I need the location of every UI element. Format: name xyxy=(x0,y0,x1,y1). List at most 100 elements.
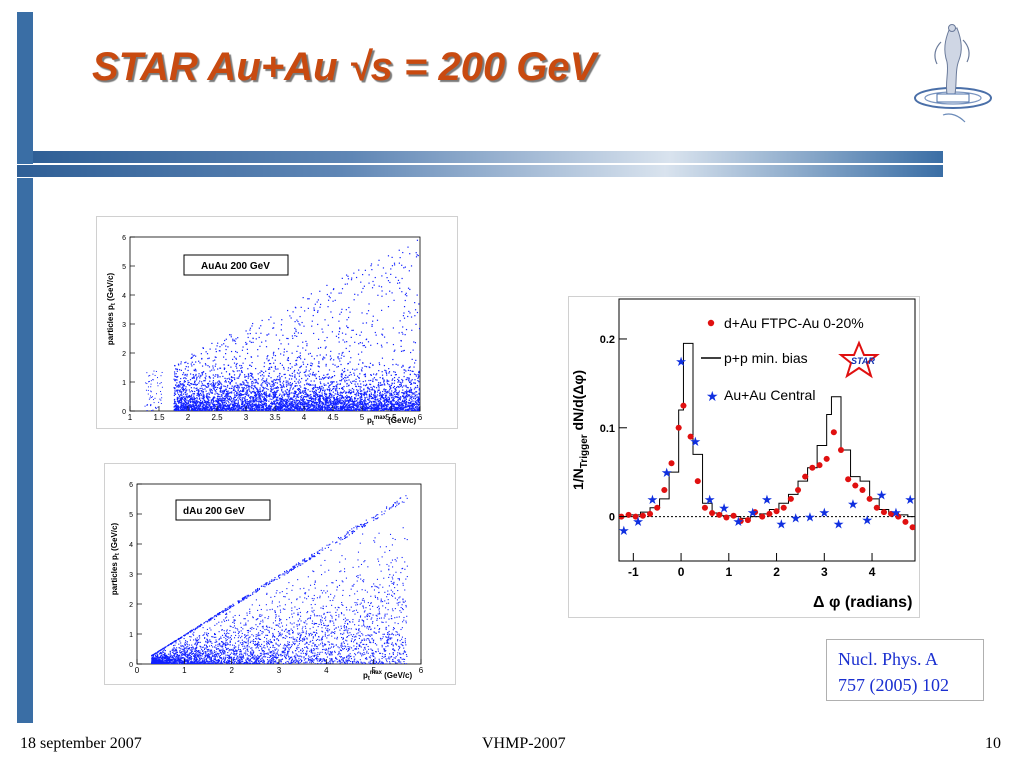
auau-point xyxy=(248,387,250,389)
auau-point xyxy=(375,379,377,381)
auau-point xyxy=(363,384,365,386)
auau-point xyxy=(254,403,256,406)
auau-point xyxy=(311,320,313,322)
auau-point xyxy=(297,399,299,401)
auau-point xyxy=(287,407,290,410)
auau-point xyxy=(379,384,381,387)
auau-point xyxy=(215,404,217,406)
auau-point xyxy=(370,404,372,406)
auau-point xyxy=(343,367,346,370)
auau-point xyxy=(250,399,252,402)
auau-point xyxy=(236,384,238,386)
auau-point xyxy=(214,375,216,377)
auau-point xyxy=(245,394,247,396)
auau-point xyxy=(368,274,370,276)
auau-point xyxy=(355,378,357,380)
auau-point xyxy=(323,384,326,387)
auau-point xyxy=(364,399,366,402)
auau-point xyxy=(203,394,205,396)
auau-point xyxy=(302,341,304,343)
auau-point xyxy=(271,398,273,401)
auau-point xyxy=(312,371,314,374)
auau-point xyxy=(307,363,309,366)
auau-point xyxy=(229,383,231,385)
auau-point xyxy=(237,403,239,406)
auau-point xyxy=(242,389,245,391)
auau-point xyxy=(345,347,347,350)
auau-point xyxy=(302,297,304,299)
auau-point xyxy=(405,404,407,406)
auau-point xyxy=(274,405,276,407)
auau-point xyxy=(201,372,204,374)
auau-point xyxy=(411,405,413,408)
auau-point xyxy=(328,392,331,395)
auau-point xyxy=(206,400,208,403)
auau-point xyxy=(323,383,325,385)
auau-point xyxy=(297,388,300,390)
auau-point xyxy=(353,299,355,301)
auau-point xyxy=(272,380,274,382)
auau-point xyxy=(270,410,272,411)
auau-point xyxy=(371,397,374,399)
auau-point xyxy=(414,342,417,344)
auau-point xyxy=(230,336,232,338)
auau-point xyxy=(397,410,399,411)
auau-point xyxy=(409,405,411,407)
auau-point xyxy=(248,374,250,376)
auau-point xyxy=(321,395,323,397)
auau-point xyxy=(233,410,235,411)
auau-point xyxy=(304,389,306,392)
auau-point xyxy=(302,402,304,404)
auau-point xyxy=(210,408,212,410)
auau-point xyxy=(176,382,178,384)
auau-point xyxy=(268,409,270,411)
auau-point xyxy=(235,410,238,411)
auau-point xyxy=(300,403,302,405)
auau-point xyxy=(313,408,315,410)
auau-point xyxy=(291,410,293,411)
auau-point xyxy=(251,408,253,410)
auau-point xyxy=(219,382,221,384)
auau-point xyxy=(266,383,268,385)
auau-point xyxy=(298,373,300,375)
auau-point xyxy=(181,409,183,411)
auau-point xyxy=(344,399,347,401)
auau-point xyxy=(387,400,389,403)
auau-point xyxy=(206,394,208,396)
auau-point xyxy=(183,385,185,387)
auau-point xyxy=(190,363,192,365)
auau-point xyxy=(398,397,401,399)
auau-point xyxy=(350,357,352,359)
auau-point xyxy=(318,400,320,402)
auau-point xyxy=(181,384,183,386)
auau-point xyxy=(392,404,394,406)
auau-point xyxy=(305,403,308,405)
auau-point xyxy=(410,388,413,391)
auau-point xyxy=(346,391,348,393)
auau-point xyxy=(338,400,340,402)
auau-point xyxy=(376,391,379,393)
auau-point xyxy=(325,398,327,401)
auau-point xyxy=(269,407,272,410)
auau-point xyxy=(242,405,244,407)
auau-point xyxy=(247,377,249,379)
auau-point xyxy=(263,408,265,410)
auau-point xyxy=(402,400,404,403)
auau-point xyxy=(329,392,331,394)
auau-point xyxy=(335,405,337,407)
auau-point xyxy=(254,386,256,388)
auau-point xyxy=(269,407,271,410)
auau-point xyxy=(204,407,207,410)
auau-point xyxy=(238,408,240,410)
auau-point xyxy=(242,410,244,411)
auau-point xyxy=(375,410,377,411)
auau-point xyxy=(183,389,185,391)
auau-point xyxy=(324,357,326,359)
auau-point xyxy=(204,363,207,365)
auau-point xyxy=(389,402,391,404)
auau-point xyxy=(272,354,275,356)
auau-point xyxy=(176,397,179,399)
auau-point xyxy=(379,394,381,396)
auau-point xyxy=(297,332,300,334)
auau-point xyxy=(321,407,323,409)
